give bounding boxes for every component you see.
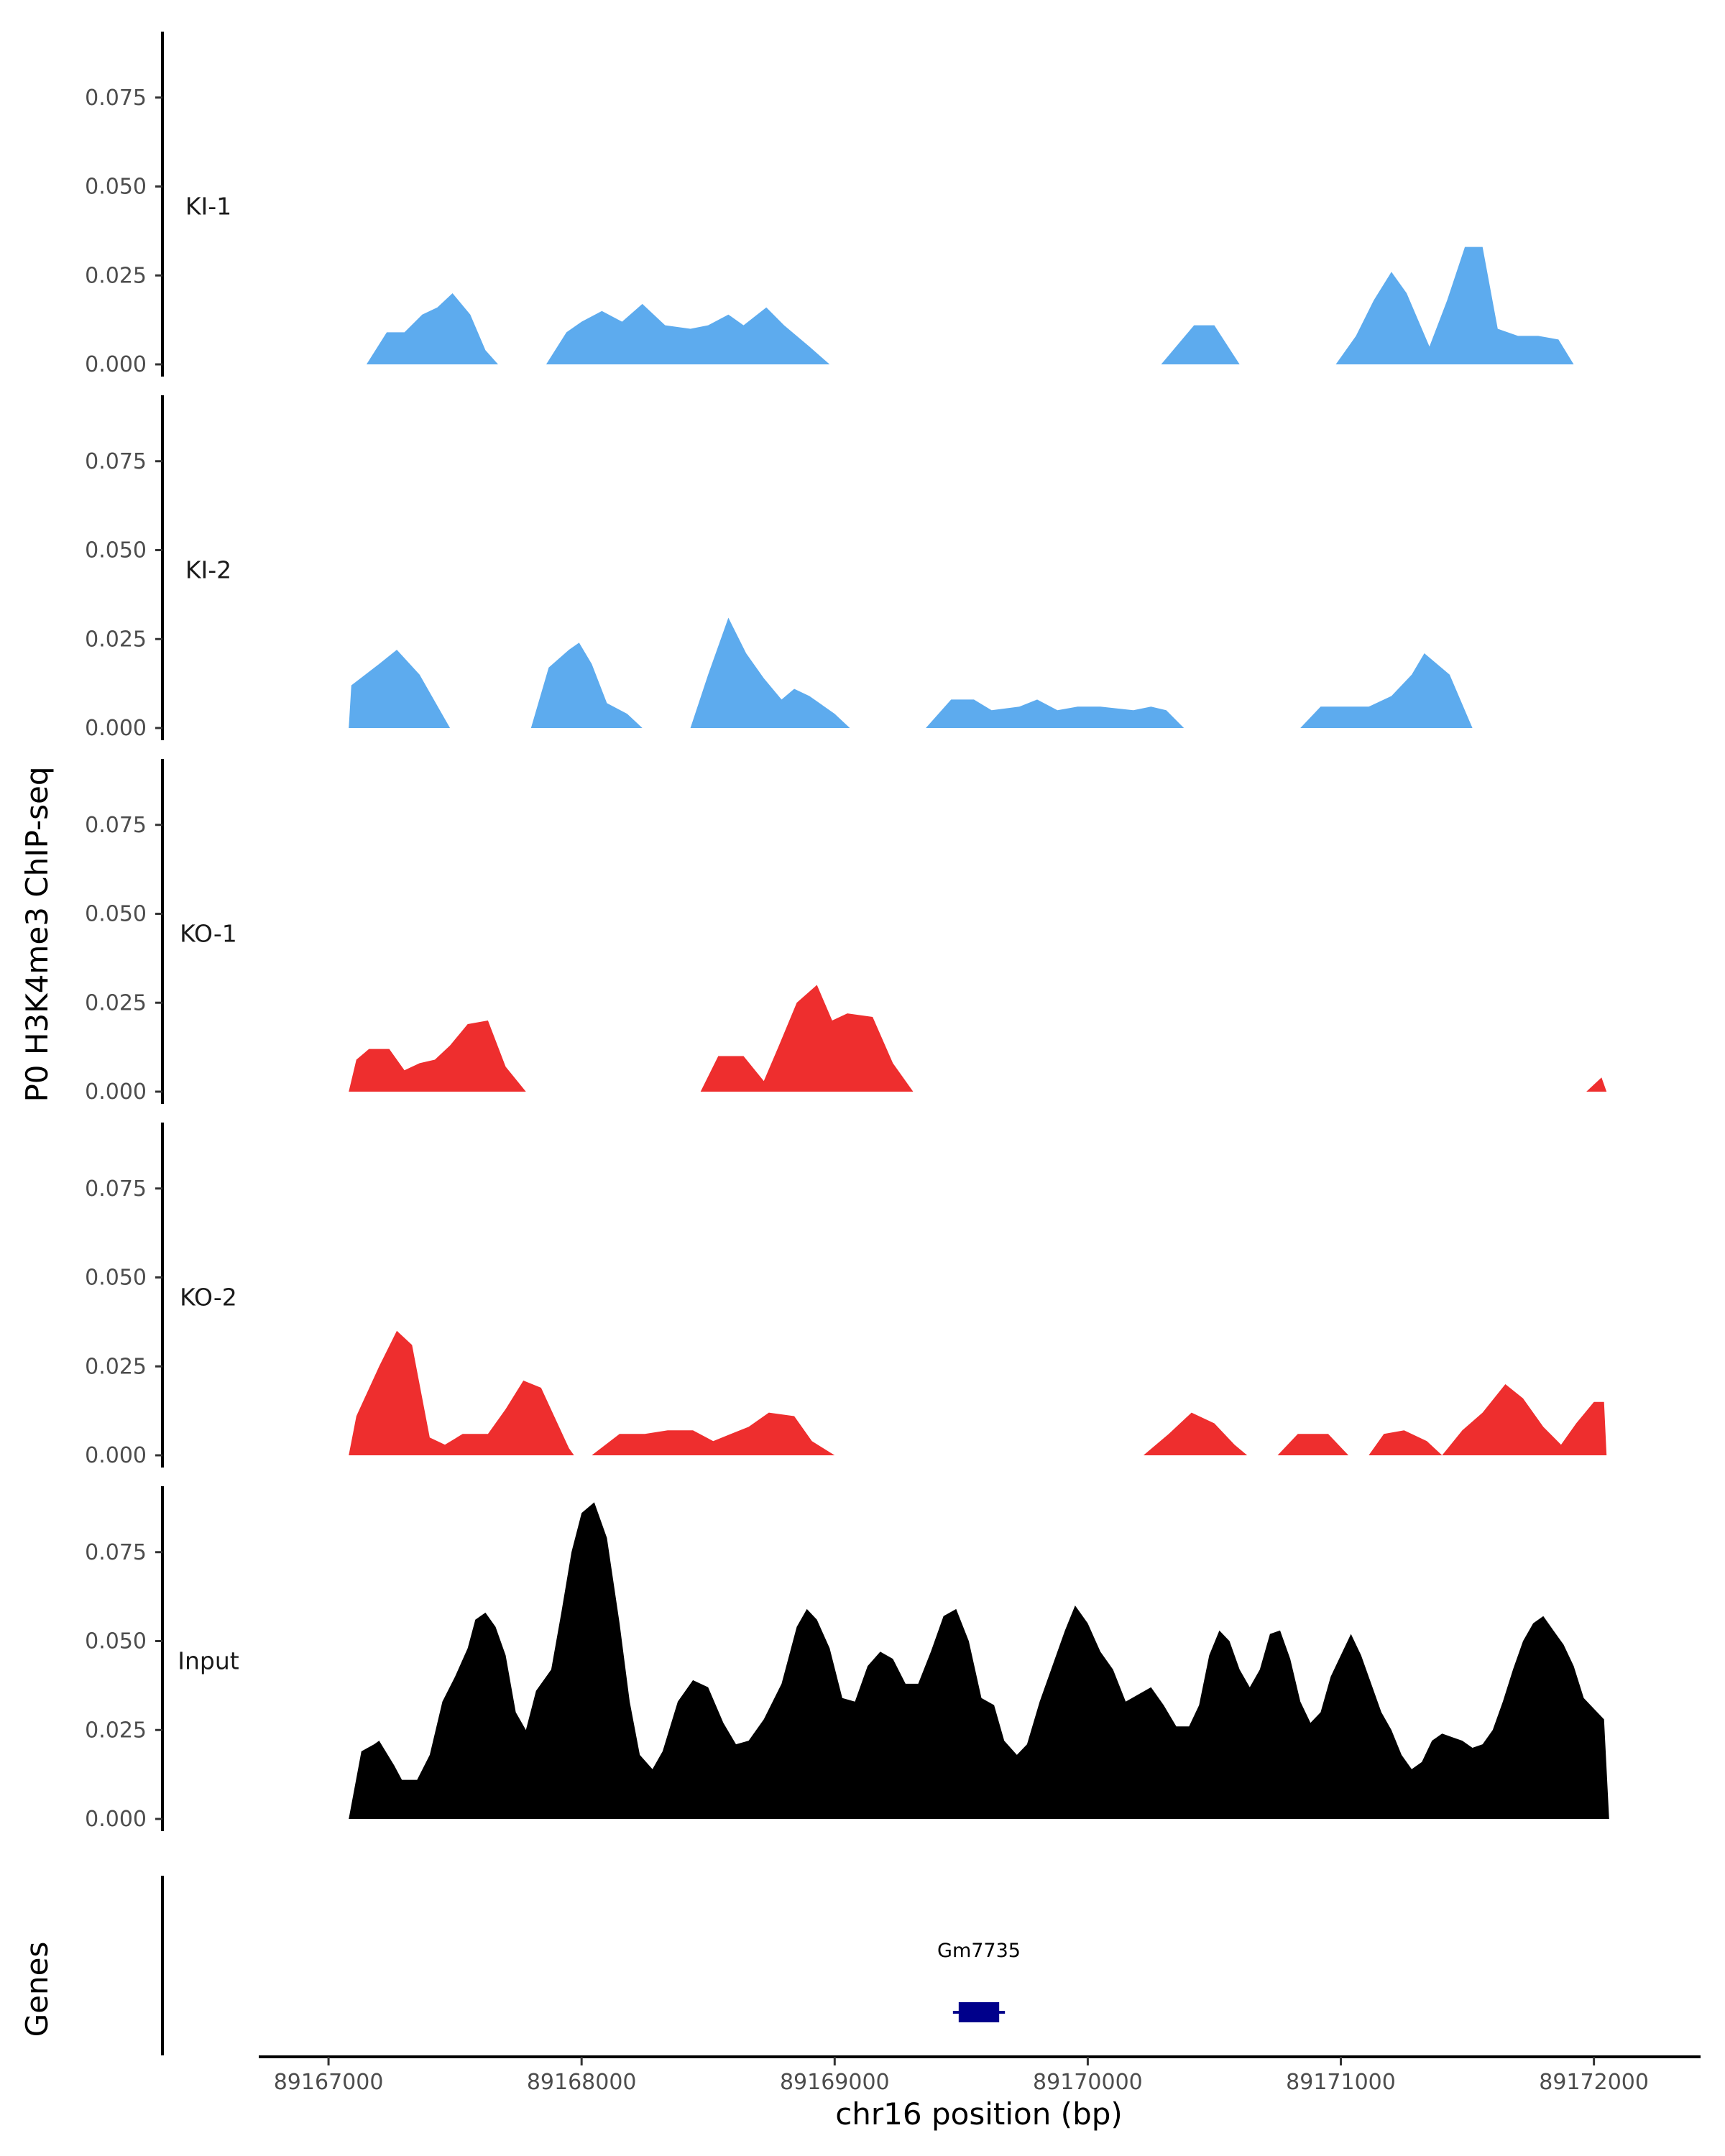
signal-area [1368,1384,1607,1455]
track-panel-input: 0.000 0.025 0.050 0.075 Input [85,1486,1609,1832]
track-panel-ko-2: 0.000 0.025 0.050 0.075 KO-2 [85,1123,1607,1468]
track-label: KI-2 [185,556,231,584]
signal-area [592,1412,835,1455]
y-tick-label: 0.050 [85,175,147,200]
y-tick-label: 0.075 [85,813,147,838]
signal-area [1143,1412,1248,1455]
signal-area [349,1330,574,1455]
y-tick-label: 0.000 [85,1807,147,1832]
track-label: KO-1 [180,920,237,948]
signal-area [1335,247,1574,364]
y-tick-label: 0.050 [85,538,147,563]
signal-area [366,293,498,364]
y-tick-label: 0.025 [85,990,147,1015]
x-tick-label: 89167000 [274,2070,384,2095]
x-tick-label: 89172000 [1539,2070,1649,2095]
y-tick-label: 0.025 [85,1718,147,1743]
x-axis: 89167000 89168000 89169000 89170000 89171000… [259,2055,1701,2095]
track-panel-ki-2: 0.000 0.025 0.050 0.075 KI-2 [85,395,1473,741]
track-panel-ki-1: 0.000 0.025 0.050 0.075 KI-1 [85,32,1574,377]
y-tick-label: 0.075 [85,1176,147,1202]
signal-area [546,303,830,364]
x-axis-title: chr16 position (bp) [835,2096,1123,2132]
track-panels: 0.0000.0250.0500.075KI-10.0000.0250.0500… [85,32,1609,1832]
signal-area [700,985,914,1092]
y-tick-label: 0.000 [85,352,147,377]
y-tick-label: 0.075 [85,449,147,474]
genes-panel: Genes Gm7735 [19,1876,1021,2055]
y-tick-label: 0.075 [85,1540,147,1565]
x-tick-label: 89169000 [780,2070,890,2095]
track-label: Input [178,1647,239,1675]
y-tick-label: 0.000 [85,1079,147,1105]
y-tick-label: 0.050 [85,1629,147,1654]
y-tick-label: 0.075 [85,86,147,111]
track-label: KI-1 [185,193,231,221]
y-tick-label: 0.025 [85,263,147,288]
y-tick-label: 0.050 [85,902,147,927]
signal-area [690,617,850,728]
track-label: KO-2 [180,1284,237,1312]
signal-area [349,1502,1609,1819]
track-panel-ko-1: 0.000 0.025 0.050 0.075 KO-1 [85,759,1607,1105]
signal-area [349,1021,526,1092]
signal-area [926,699,1184,728]
signal-area [1161,325,1240,364]
x-tick-label: 89171000 [1286,2070,1396,2095]
gene-label: Gm7735 [937,1940,1021,1962]
signal-area [530,642,643,728]
signal-area [349,650,451,728]
signal-area [1586,1077,1607,1092]
y-tick-label: 0.000 [85,716,147,741]
signal-area [1300,653,1473,728]
genes-axis-title: Genes [19,1942,55,2037]
y-tick-label: 0.000 [85,1443,147,1468]
y-tick-label: 0.050 [85,1266,147,1291]
x-tick-label: 89168000 [527,2070,637,2095]
y-axis-title: P0 H3K4me3 ChIP-seq [19,766,55,1102]
y-tick-label: 0.025 [85,1354,147,1379]
x-tick-label: 89170000 [1033,2070,1143,2095]
y-tick-label: 0.025 [85,627,147,652]
signal-area [1277,1434,1349,1455]
